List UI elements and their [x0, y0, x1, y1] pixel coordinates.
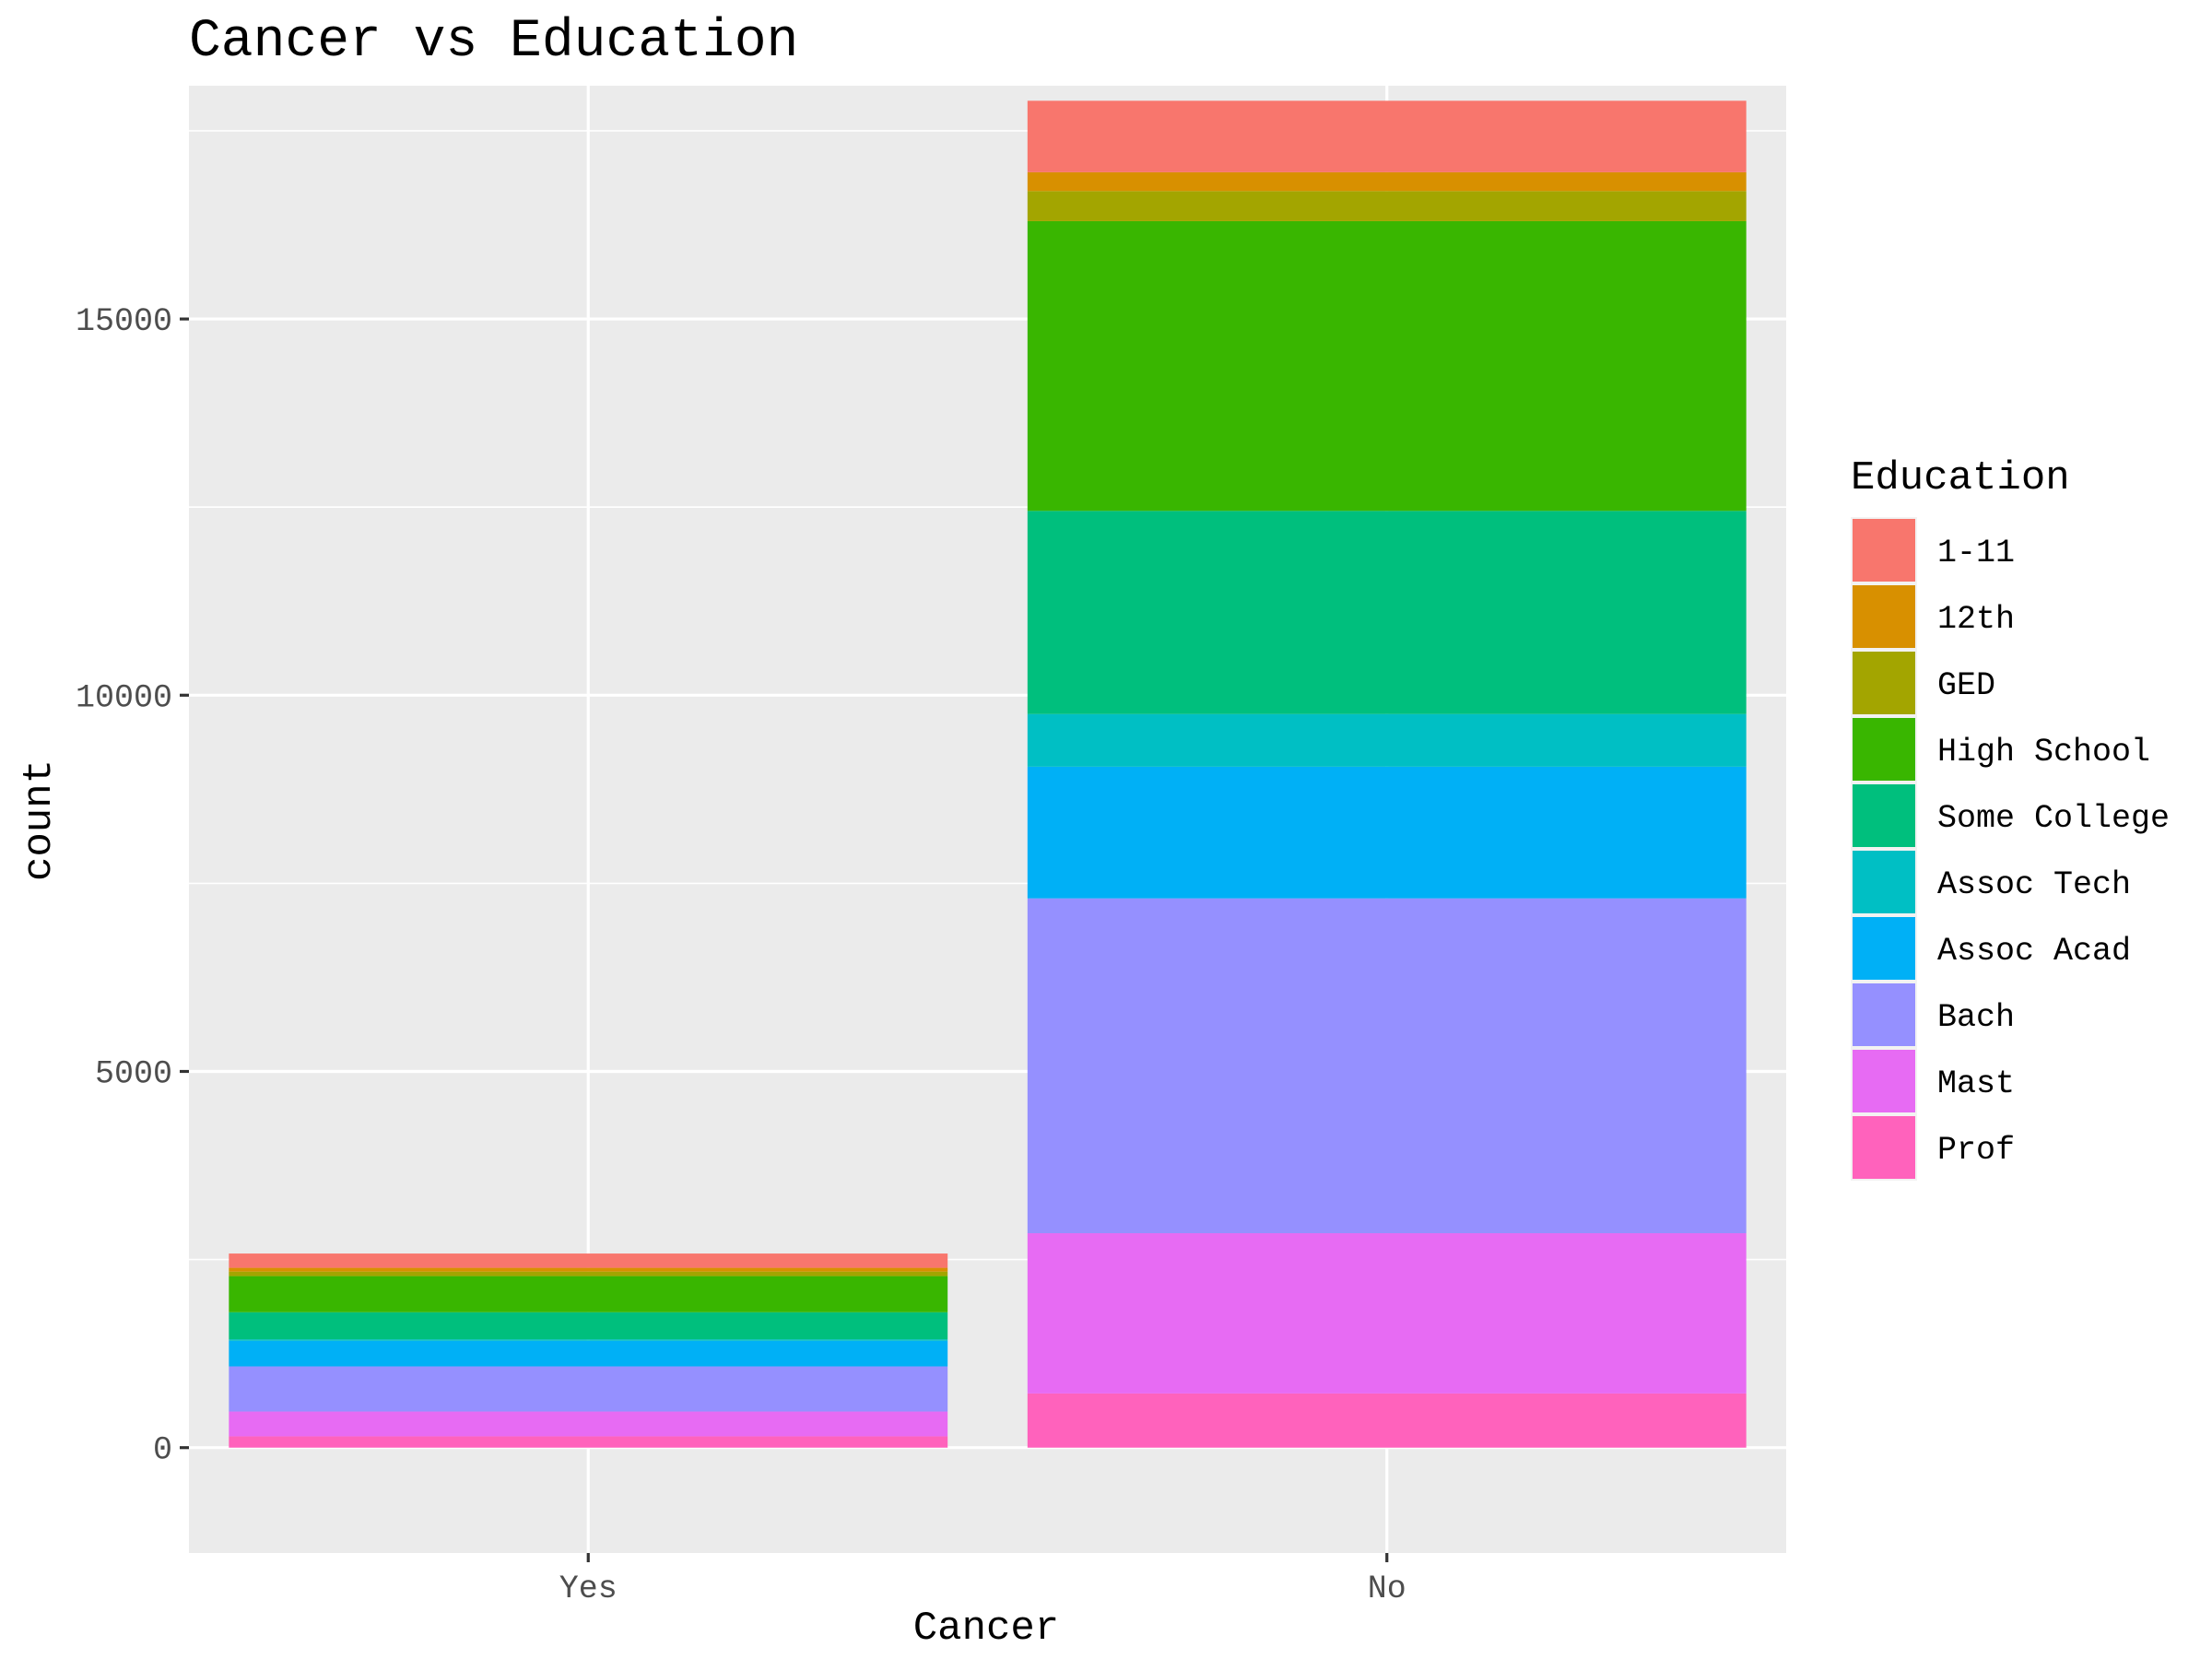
legend: Education 1-11 12th GED High School Some Col…: [1851, 455, 2170, 1181]
y-tick-label: 0: [153, 1432, 172, 1469]
legend-key-12th: [1853, 585, 1915, 648]
legend-label: Bach: [1937, 999, 2015, 1036]
bar-no-bach: [1027, 898, 1747, 1234]
bar-no-1-11: [1027, 100, 1747, 172]
legend-label: 12th: [1937, 601, 2015, 638]
legend-key-bach: [1853, 983, 1915, 1046]
y-axis-title: count: [17, 759, 63, 881]
x-tick-label: No: [1368, 1571, 1406, 1607]
legend-key-high-school: [1853, 718, 1915, 781]
y-tick-label: 10000: [76, 679, 172, 716]
legend-label: Mast: [1937, 1065, 2015, 1102]
bar-no-high-school: [1027, 220, 1747, 512]
bar-yes-12th: [229, 1267, 948, 1272]
legend-label: GED: [1937, 667, 1995, 704]
bar-yes-bach: [229, 1366, 948, 1412]
legend-key-mast: [1853, 1050, 1915, 1112]
bar-yes-1-11: [229, 1253, 948, 1268]
bar-no-assoc-acad: [1027, 766, 1747, 899]
y-axis: 0 5000 10000 15000: [76, 303, 189, 1469]
bar-yes-ged: [229, 1271, 948, 1277]
y-tick-label: 5000: [95, 1055, 172, 1092]
legend-label: High School: [1937, 734, 2150, 771]
bar-yes-assoc-tech: [229, 1339, 948, 1341]
legend-key-ged: [1853, 652, 1915, 714]
legend-label: Prof: [1937, 1132, 2015, 1169]
x-axis: Yes No: [559, 1553, 1406, 1607]
bar-yes-mast: [229, 1411, 948, 1437]
y-tick-label: 15000: [76, 303, 172, 340]
legend-label: Some College: [1937, 800, 2170, 837]
legend-label: Assoc Tech: [1937, 866, 2131, 903]
legend-key-assoc-tech: [1853, 851, 1915, 913]
bar-yes-high-school: [229, 1276, 948, 1312]
bar-no-ged: [1027, 191, 1747, 221]
bar-no-assoc-tech: [1027, 713, 1747, 767]
x-tick-label: Yes: [559, 1571, 618, 1607]
bar-yes-assoc-acad: [229, 1340, 948, 1367]
legend-label: Assoc Acad: [1937, 933, 2131, 970]
legend-key-1-11: [1853, 519, 1915, 582]
bar-yes-prof: [229, 1436, 948, 1448]
x-axis-title: Cancer: [913, 1606, 1059, 1652]
plot-area: [189, 86, 1786, 1553]
legend-key-assoc-acad: [1853, 917, 1915, 980]
legend-label: 1-11: [1937, 535, 2015, 571]
legend-key-prof: [1853, 1116, 1915, 1179]
bar-no-mast: [1027, 1233, 1747, 1394]
bar-no-12th: [1027, 171, 1747, 192]
bar-yes-some-college: [229, 1312, 948, 1340]
bar-no-some-college: [1027, 511, 1747, 714]
legend-title: Education: [1851, 455, 2070, 501]
legend-key-some-college: [1853, 784, 1915, 847]
chart-title: Cancer vs Education: [189, 12, 798, 72]
bar-no-prof: [1027, 1393, 1747, 1448]
